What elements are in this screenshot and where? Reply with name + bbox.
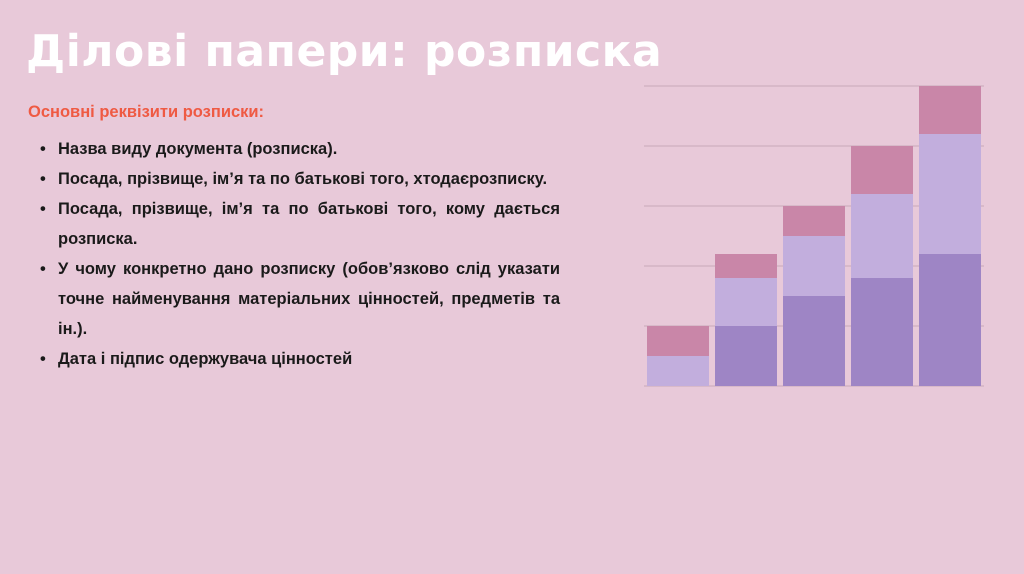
- bar-segment: [783, 296, 845, 386]
- list-item: Посада, прізвище, ім’я та по батькові то…: [40, 164, 560, 194]
- bar-segment: [715, 278, 777, 326]
- list-item: Посада, прізвище, ім’я та по батькові то…: [40, 194, 560, 254]
- bar-segment: [919, 86, 981, 134]
- slide-title: Ділові папери: розписка: [26, 26, 663, 77]
- list-item: Дата і підпис одержувача цінностей: [40, 344, 560, 374]
- bar-segment: [919, 254, 981, 386]
- bar-segment: [715, 254, 777, 278]
- bar-segment: [715, 326, 777, 386]
- list-item: Назва виду документа (розписка).: [40, 134, 560, 164]
- bar-segment: [647, 326, 709, 356]
- bar-segment: [851, 278, 913, 386]
- requisites-list: Назва виду документа (розписка). Посада,…: [40, 134, 560, 374]
- bar-segment: [647, 356, 709, 386]
- list-item: У чому конкретно дано розписку (обов’язк…: [40, 254, 560, 344]
- bar-segment: [851, 146, 913, 194]
- bar-segment: [783, 236, 845, 296]
- bar-segment: [919, 134, 981, 254]
- bar-segment: [851, 194, 913, 278]
- section-subheading: Основні реквізити розписки:: [28, 103, 265, 121]
- decorative-stacked-bar-chart: [644, 85, 984, 387]
- bar-segment: [783, 206, 845, 236]
